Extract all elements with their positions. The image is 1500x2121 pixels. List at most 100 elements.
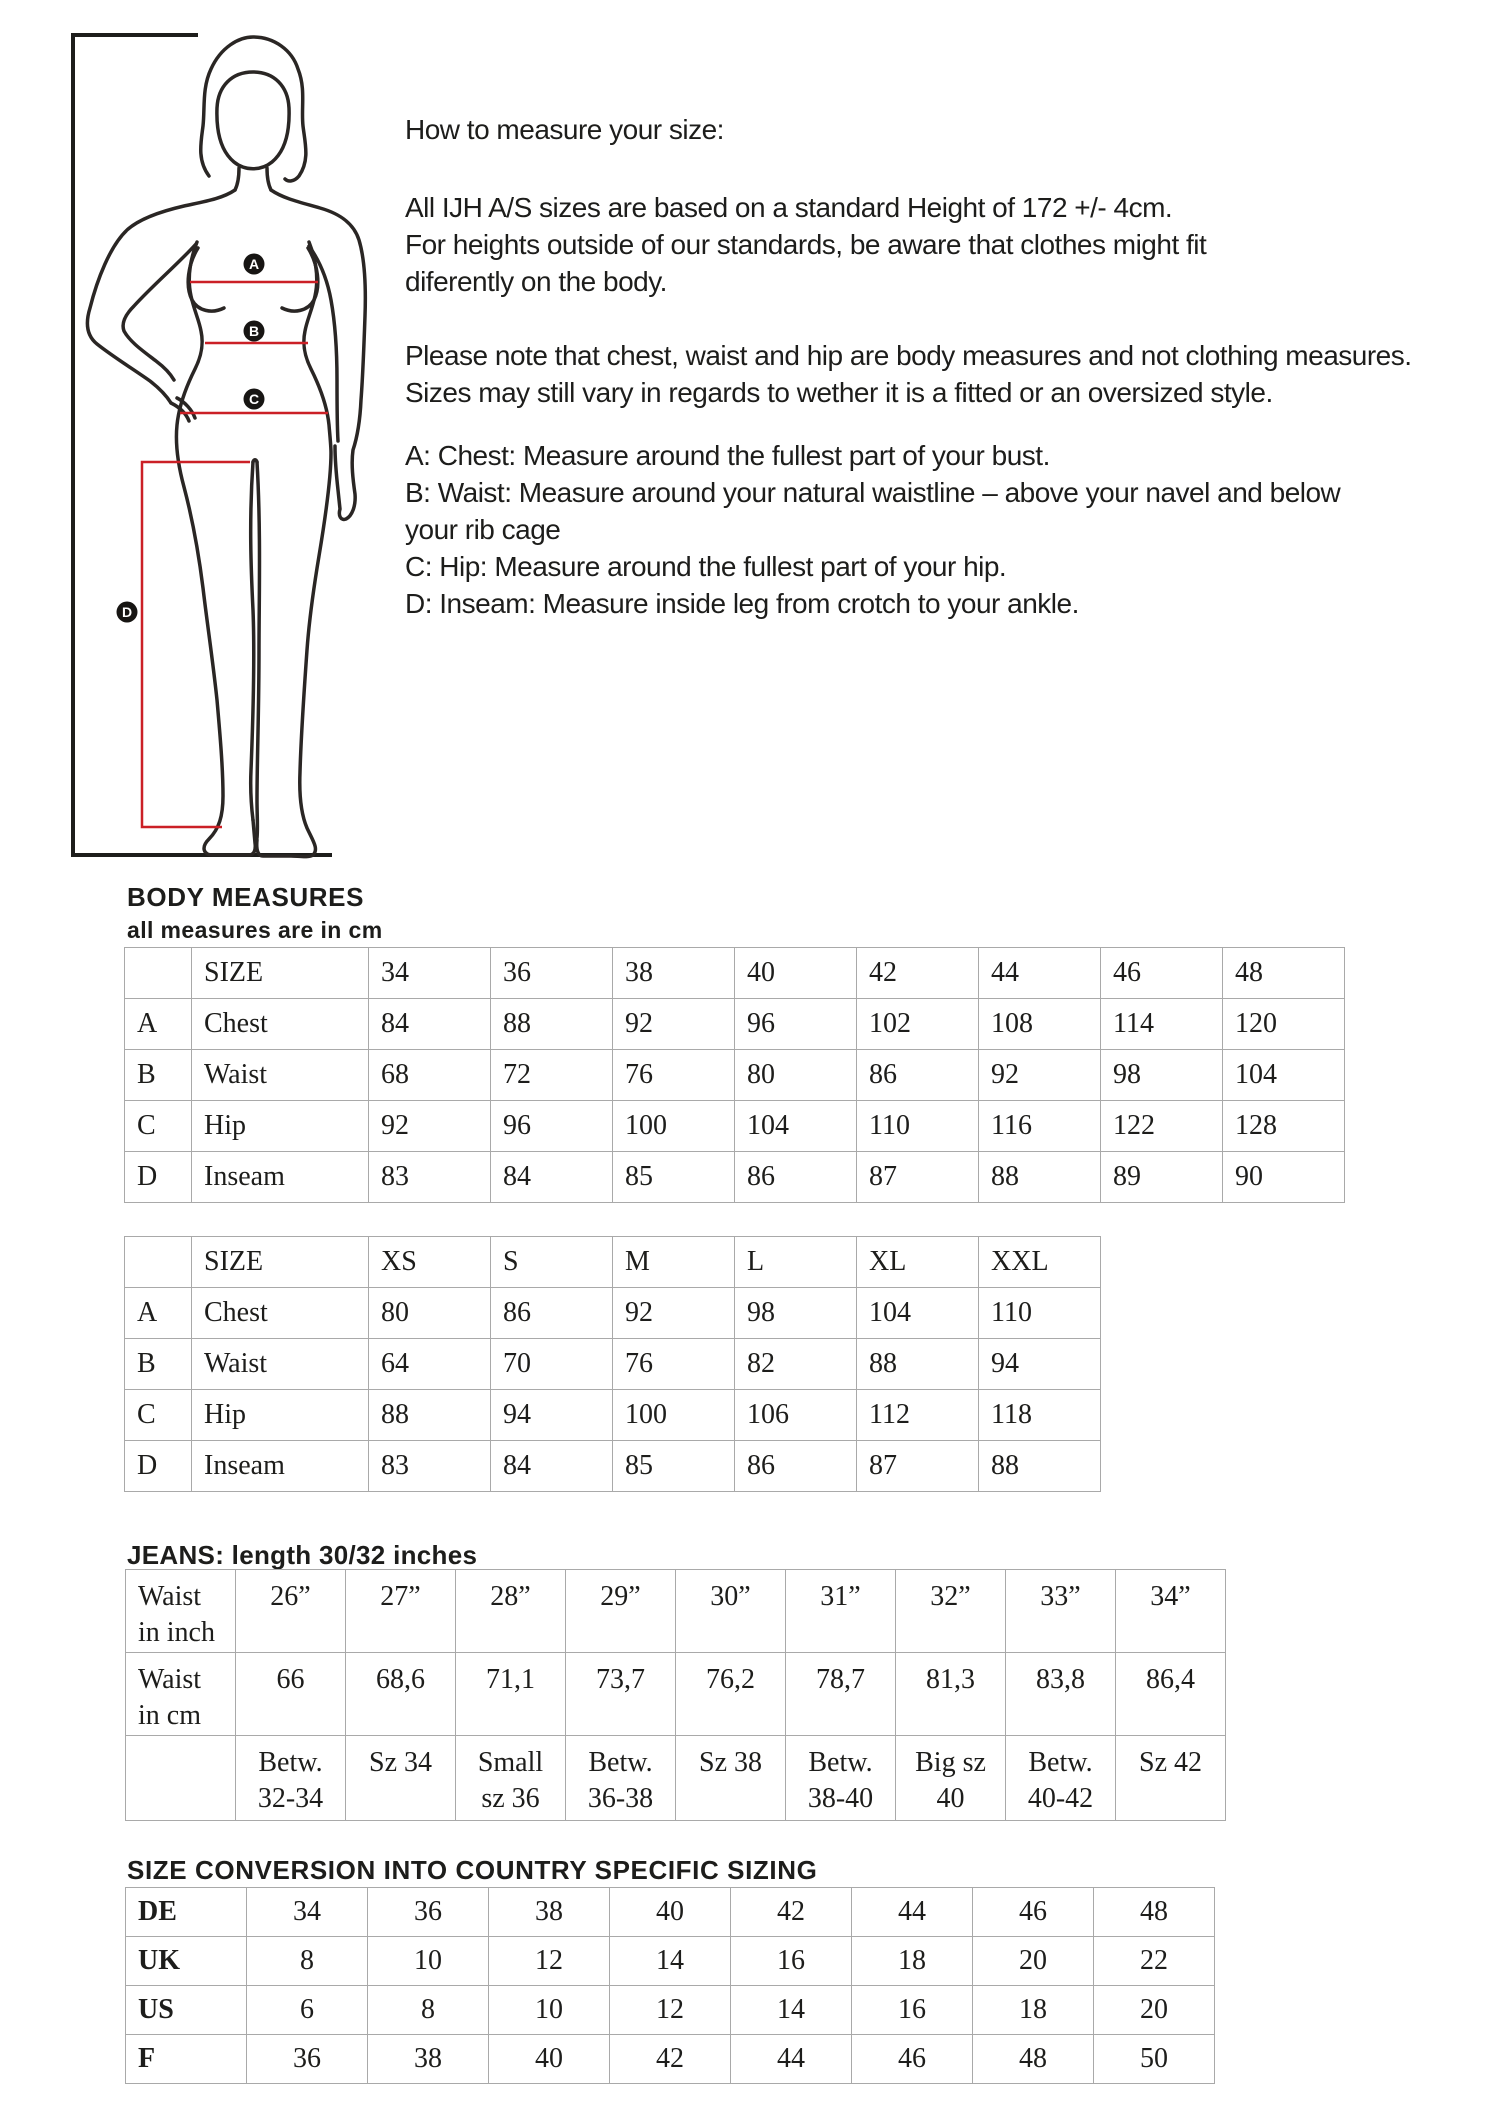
table-cell: 66 bbox=[235, 1652, 346, 1736]
table-cell: Hip bbox=[191, 1100, 369, 1152]
table-cell: B bbox=[124, 1338, 192, 1390]
table-cell: Small sz 36 bbox=[455, 1735, 566, 1821]
table-cell: 86 bbox=[734, 1440, 857, 1492]
table-cell: 81,3 bbox=[895, 1652, 1006, 1736]
table-cell: Chest bbox=[191, 998, 369, 1050]
table-cell: 84 bbox=[490, 1440, 613, 1492]
table-cell: L bbox=[734, 1236, 857, 1288]
table-cell: 34 bbox=[246, 1887, 368, 1937]
intro-title: How to measure your size: bbox=[405, 114, 724, 145]
body-silhouette bbox=[85, 35, 368, 859]
table-cell: 82 bbox=[734, 1338, 857, 1390]
table-row: D Inseam 83 84 85 86 87 88 bbox=[124, 1440, 1101, 1492]
table-cell: 40 bbox=[734, 947, 857, 999]
table-cell: 38 bbox=[612, 947, 735, 999]
table-cell: Betw. 40-42 bbox=[1005, 1735, 1116, 1821]
table-cell: Waist bbox=[191, 1338, 369, 1390]
table-cell: 14 bbox=[609, 1936, 731, 1986]
table-cell: 46 bbox=[1100, 947, 1223, 999]
table-cell: 110 bbox=[856, 1100, 979, 1152]
table-cell: 34 bbox=[368, 947, 491, 999]
table-cell: 44 bbox=[730, 2034, 852, 2084]
table-cell: 85 bbox=[612, 1440, 735, 1492]
table-cell: 33” bbox=[1005, 1569, 1116, 1653]
table-cell: 92 bbox=[612, 998, 735, 1050]
table-cell: 110 bbox=[978, 1287, 1101, 1339]
table-cell: 98 bbox=[734, 1287, 857, 1339]
table-cell: 104 bbox=[856, 1287, 979, 1339]
table-row: A Chest 80 86 92 98 104 110 bbox=[124, 1287, 1101, 1339]
table-cell: 36 bbox=[246, 2034, 368, 2084]
table-cell: Hip bbox=[191, 1389, 369, 1441]
table-row: DE 34 36 38 40 42 44 46 48 bbox=[125, 1887, 1215, 1937]
table-cell: 80 bbox=[368, 1287, 491, 1339]
table-cell: S bbox=[490, 1236, 613, 1288]
table-cell: 86 bbox=[490, 1287, 613, 1339]
measurement-frame bbox=[71, 33, 332, 857]
table-cell: 32” bbox=[895, 1569, 1006, 1653]
table-cell: 100 bbox=[612, 1100, 735, 1152]
inseam-bracket bbox=[140, 460, 250, 829]
table-cell: 42 bbox=[856, 947, 979, 999]
table-cell: 18 bbox=[972, 1985, 1094, 2035]
table-cell: XS bbox=[368, 1236, 491, 1288]
table-cell: A bbox=[124, 1287, 192, 1339]
table-cell: C bbox=[124, 1389, 192, 1441]
table-cell: 22 bbox=[1093, 1936, 1215, 1986]
marker-c-label: C bbox=[249, 391, 259, 407]
table-cell: 68 bbox=[368, 1049, 491, 1101]
table-row: Waist in cm 66 68,6 71,1 73,7 76,2 78,7 81,3 83,… bbox=[125, 1652, 1226, 1736]
table-cell: DE bbox=[125, 1887, 247, 1937]
table-cell: 88 bbox=[490, 998, 613, 1050]
body-figure-illustration: A B C D bbox=[71, 33, 368, 859]
table-cell: 50 bbox=[1093, 2034, 1215, 2084]
body-measures-table-numeric: SIZE 34 36 38 40 42 44 46 48 A Chest 84 88 92 96 102 108… bbox=[124, 947, 1345, 1203]
table-cell: Inseam bbox=[191, 1440, 369, 1492]
table-cell: Sz 34 bbox=[345, 1735, 456, 1821]
table-cell: XL bbox=[856, 1236, 979, 1288]
table-cell: 26” bbox=[235, 1569, 346, 1653]
table-cell: 38 bbox=[367, 2034, 489, 2084]
table-cell: 76 bbox=[612, 1049, 735, 1101]
table-cell: 104 bbox=[734, 1100, 857, 1152]
table-row: B Waist 64 70 76 82 88 94 bbox=[124, 1338, 1101, 1390]
table-cell: 108 bbox=[978, 998, 1101, 1050]
jeans-heading: JEANS: length 30/32 inches bbox=[127, 1540, 478, 1570]
table-cell: 116 bbox=[978, 1100, 1101, 1152]
table-cell: Inseam bbox=[191, 1151, 369, 1203]
table-cell: 128 bbox=[1222, 1100, 1345, 1152]
table-cell: 29” bbox=[565, 1569, 676, 1653]
table-cell: 94 bbox=[490, 1389, 613, 1441]
table-cell: Chest bbox=[191, 1287, 369, 1339]
table-cell: 12 bbox=[488, 1936, 610, 1986]
table-cell: M bbox=[612, 1236, 735, 1288]
table-cell: 83 bbox=[368, 1151, 491, 1203]
table-cell: XXL bbox=[978, 1236, 1101, 1288]
table-cell: 18 bbox=[851, 1936, 973, 1986]
table-cell: 88 bbox=[978, 1151, 1101, 1203]
table-cell: 10 bbox=[488, 1985, 610, 2035]
table-row: A Chest 84 88 92 96 102 108 114 120 bbox=[124, 998, 1345, 1050]
table-cell: Waist in cm bbox=[125, 1652, 236, 1736]
table-cell: 44 bbox=[978, 947, 1101, 999]
table-cell: B bbox=[124, 1049, 192, 1101]
marker-a-label: A bbox=[249, 256, 259, 272]
table-cell: 68,6 bbox=[345, 1652, 456, 1736]
table-cell: 46 bbox=[851, 2034, 973, 2084]
table-cell: 88 bbox=[368, 1389, 491, 1441]
table-cell: 83,8 bbox=[1005, 1652, 1116, 1736]
table-cell: 114 bbox=[1100, 998, 1223, 1050]
table-cell: Betw. 32-34 bbox=[235, 1735, 346, 1821]
table-cell: 28” bbox=[455, 1569, 566, 1653]
table-cell: 88 bbox=[856, 1338, 979, 1390]
table-cell: 96 bbox=[490, 1100, 613, 1152]
table-row: SIZE 34 36 38 40 42 44 46 48 bbox=[124, 947, 1345, 999]
table-cell: D bbox=[124, 1151, 192, 1203]
table-cell: 100 bbox=[612, 1389, 735, 1441]
jeans-table: Waist in inch 26” 27” 28” 29” 30” 31” 32” 33” 34”… bbox=[125, 1569, 1226, 1821]
table-cell: 85 bbox=[612, 1151, 735, 1203]
table-cell: 44 bbox=[851, 1887, 973, 1937]
table-cell: 78,7 bbox=[785, 1652, 896, 1736]
table-cell: 38 bbox=[488, 1887, 610, 1937]
table-cell: UK bbox=[125, 1936, 247, 1986]
